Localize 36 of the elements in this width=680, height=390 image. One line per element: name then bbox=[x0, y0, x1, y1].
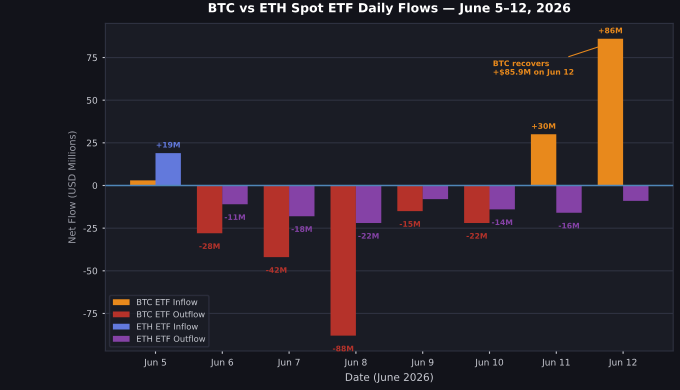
bar bbox=[196, 185, 222, 234]
bar bbox=[264, 185, 290, 258]
bar bbox=[530, 134, 556, 186]
legend-label: BTC ETF Outflow bbox=[137, 310, 205, 318]
bar bbox=[222, 185, 248, 204]
bar bbox=[330, 185, 356, 336]
bar bbox=[356, 185, 382, 224]
bar bbox=[397, 185, 423, 212]
x-tick-label: Jun 7 bbox=[277, 358, 300, 368]
y-tick-label: -25 bbox=[83, 224, 97, 232]
y-tick-label: 50 bbox=[86, 96, 98, 104]
y-tick-label: 25 bbox=[86, 140, 97, 146]
x-tick-label: Jun 9 bbox=[410, 358, 434, 368]
legend-label: ETH ETF Outflow bbox=[137, 335, 206, 342]
bar bbox=[464, 185, 490, 224]
x-tick-label: Jun 6 bbox=[210, 358, 234, 368]
x-axis-title: Date (June 2026) bbox=[346, 372, 433, 383]
y-tick-label: -75 bbox=[83, 310, 97, 318]
bar bbox=[156, 153, 181, 186]
bar bbox=[623, 185, 648, 201]
bar bbox=[289, 185, 314, 216]
legend-label: ETH ETF Inflow bbox=[137, 323, 198, 330]
x-tick-label: Jun 11 bbox=[542, 358, 570, 368]
x-tick-label: Jun 10 bbox=[474, 358, 504, 368]
y-tick-label: 75 bbox=[87, 54, 97, 62]
legend-label: BTC ETF Inflow bbox=[137, 298, 198, 306]
y-axis-title: Net Flow (USD Millions) bbox=[68, 131, 77, 243]
y-tick-label: -50 bbox=[83, 268, 98, 274]
y-tick-label: 0 bbox=[92, 182, 98, 190]
bar bbox=[556, 185, 582, 213]
x-tick-label: Jun 8 bbox=[344, 358, 367, 368]
bar bbox=[422, 185, 448, 200]
bar bbox=[490, 185, 515, 210]
x-tick-label: Jun 5 bbox=[144, 358, 166, 368]
chart-title: BTC vs ETH Spot ETF Daily Flows — June 5–12, 2026 bbox=[208, 2, 570, 15]
x-tick-label: Jun 12 bbox=[608, 358, 636, 368]
